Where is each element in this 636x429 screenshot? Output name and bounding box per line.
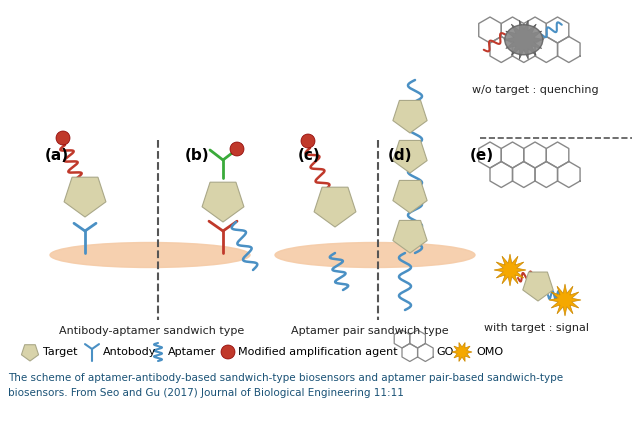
Text: (b): (b)	[185, 148, 210, 163]
Text: GO: GO	[436, 347, 453, 357]
Circle shape	[230, 142, 244, 156]
Polygon shape	[393, 140, 427, 173]
Text: Aptamer pair sandwich type: Aptamer pair sandwich type	[291, 326, 449, 336]
Polygon shape	[549, 284, 581, 316]
Circle shape	[301, 134, 315, 148]
Text: (e): (e)	[470, 148, 494, 163]
Text: Aptamer: Aptamer	[168, 347, 216, 357]
Text: Target: Target	[43, 347, 78, 357]
Polygon shape	[393, 100, 427, 133]
Polygon shape	[393, 181, 427, 213]
Polygon shape	[22, 345, 39, 361]
Text: (c): (c)	[298, 148, 321, 163]
Polygon shape	[523, 272, 553, 301]
Text: biosensors. From Seo and Gu (2017) Journal of Biological Engineering 11:11: biosensors. From Seo and Gu (2017) Journ…	[8, 388, 404, 398]
Text: with target : signal: with target : signal	[485, 323, 590, 333]
Text: w/o target : quenching: w/o target : quenching	[472, 85, 598, 95]
Polygon shape	[314, 187, 356, 227]
Polygon shape	[393, 221, 427, 253]
Text: Antobody: Antobody	[103, 347, 156, 357]
Ellipse shape	[505, 25, 543, 55]
Ellipse shape	[275, 242, 475, 268]
Polygon shape	[64, 177, 106, 217]
Text: The scheme of aptamer-antibody-based sandwich-type biosensors and aptamer pair-b: The scheme of aptamer-antibody-based san…	[8, 373, 563, 383]
Text: OMO: OMO	[476, 347, 503, 357]
Polygon shape	[494, 254, 526, 286]
Polygon shape	[202, 182, 244, 222]
Text: Modified amplification agent: Modified amplification agent	[238, 347, 398, 357]
Polygon shape	[452, 342, 472, 362]
Text: (d): (d)	[388, 148, 413, 163]
Ellipse shape	[50, 242, 250, 268]
Text: Antibody-aptamer sandwich type: Antibody-aptamer sandwich type	[59, 326, 245, 336]
Circle shape	[56, 131, 70, 145]
Text: (a): (a)	[45, 148, 69, 163]
Circle shape	[221, 345, 235, 359]
Polygon shape	[504, 20, 544, 59]
